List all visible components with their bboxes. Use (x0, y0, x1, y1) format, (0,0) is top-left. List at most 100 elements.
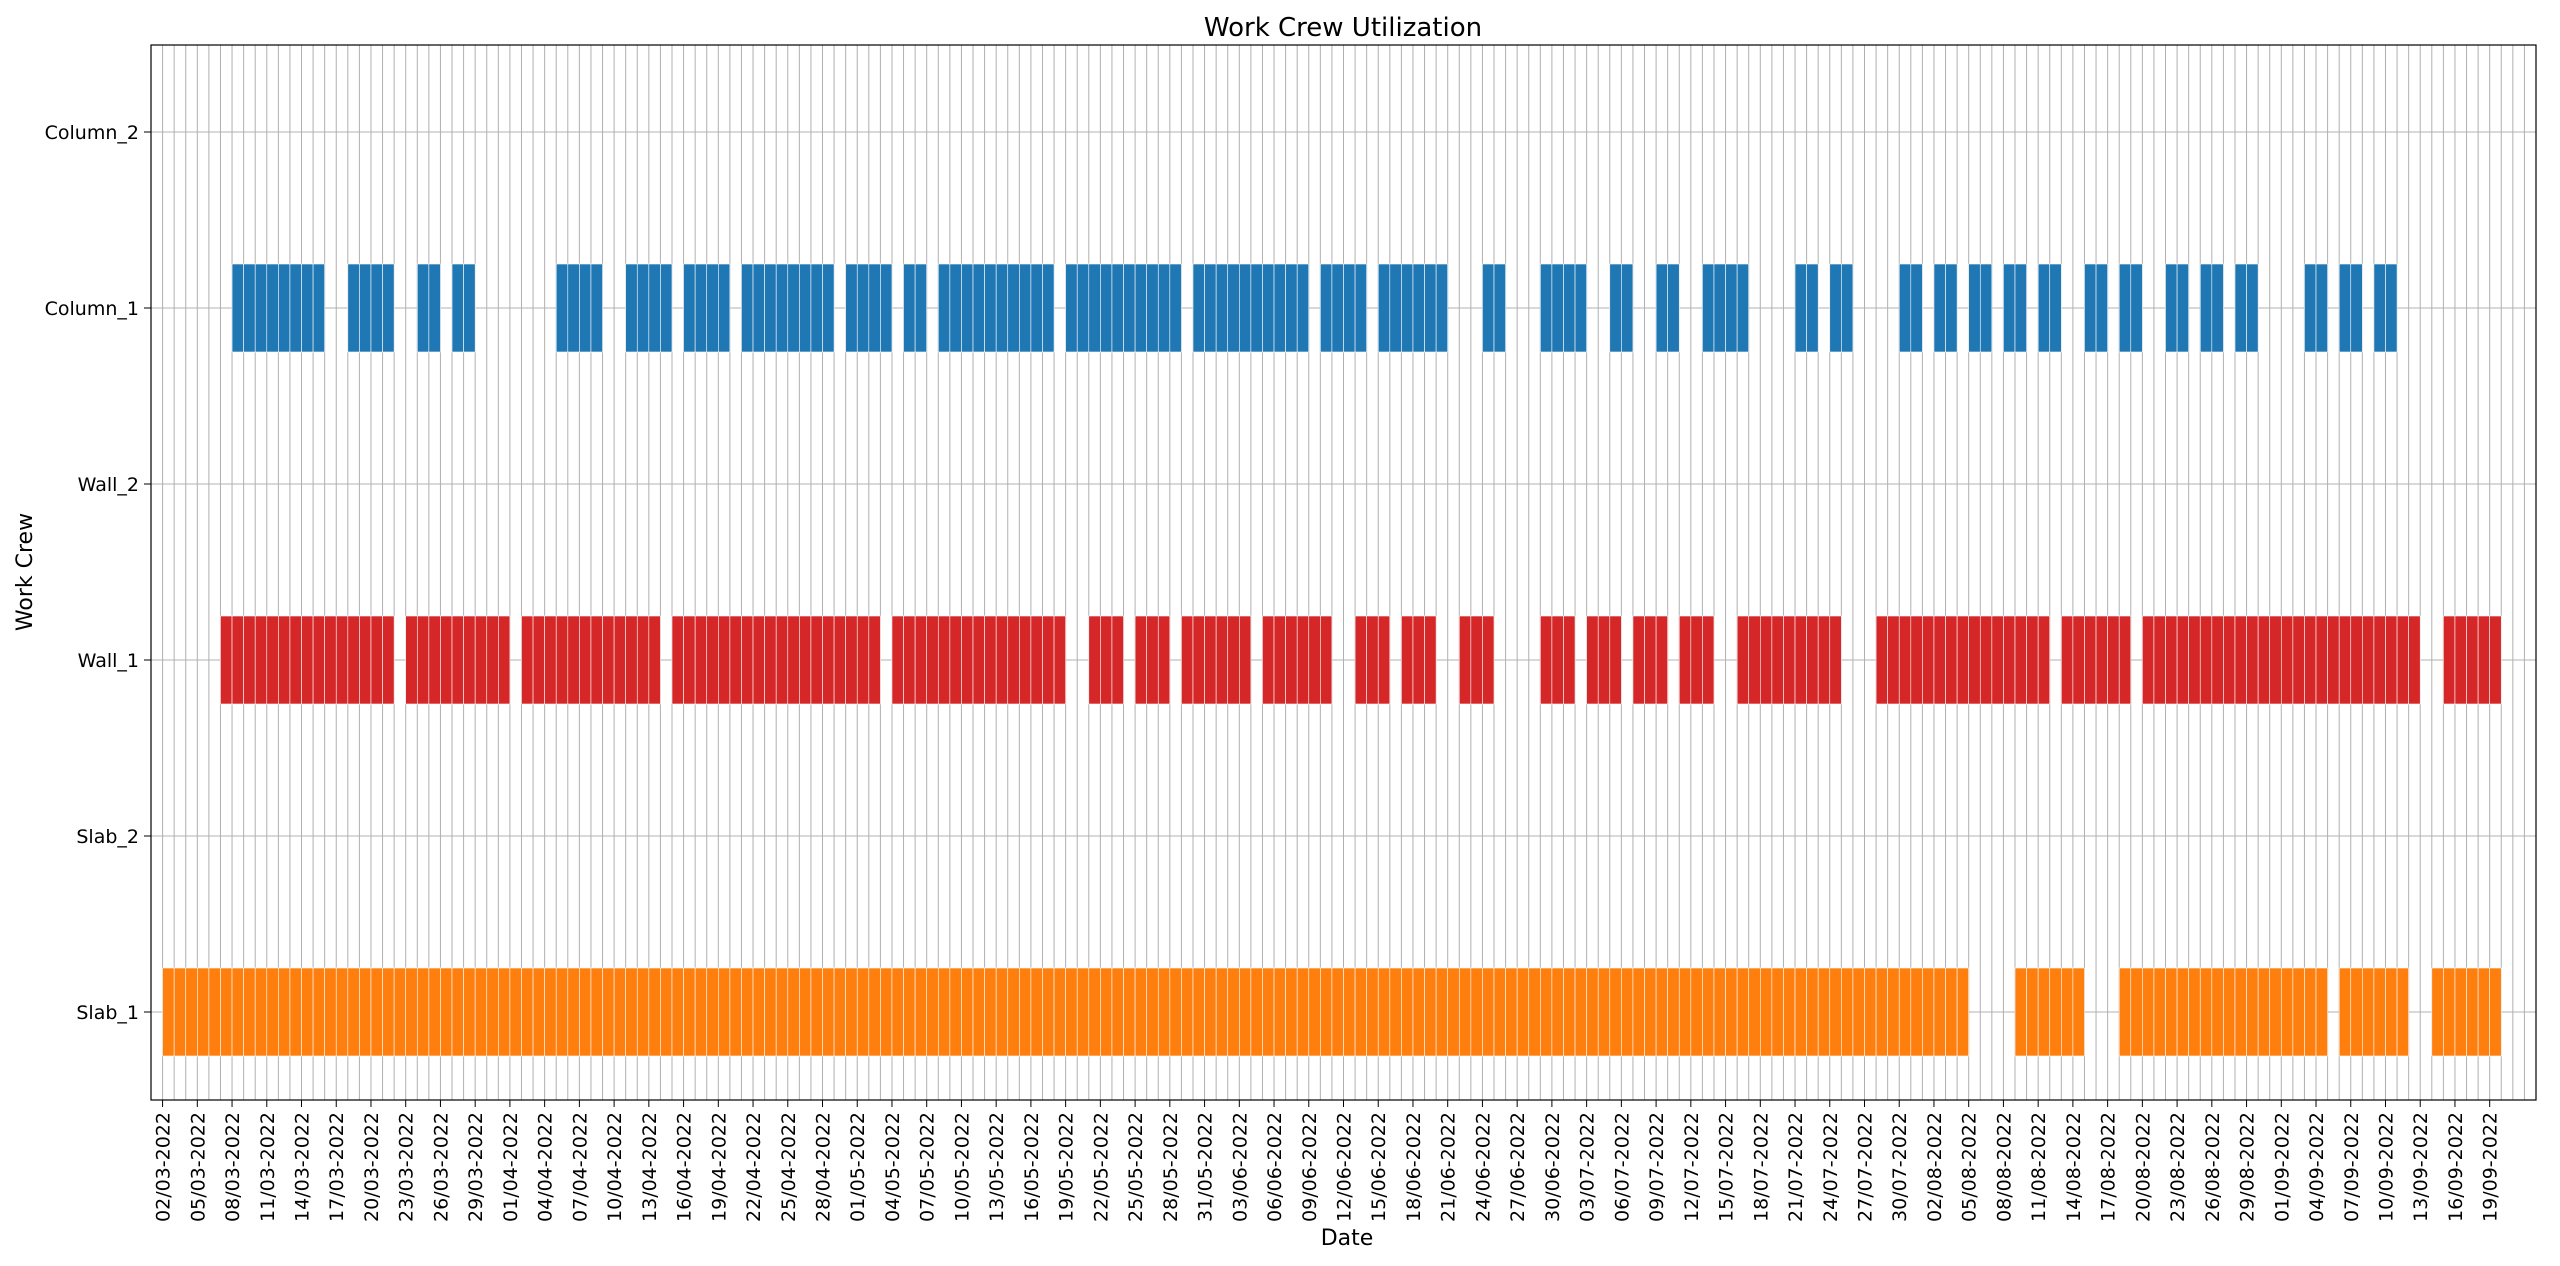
bar-wall-1 (451, 615, 464, 705)
x-tick-label: 18/06-2022 (1403, 1112, 1425, 1222)
bar-column-1 (2315, 263, 2328, 353)
x-tick-label: 10/09-2022 (2375, 1112, 2397, 1222)
bar-column-1 (1204, 263, 1217, 353)
bar-wall-1 (613, 615, 626, 705)
bar-slab-1 (1794, 967, 1807, 1057)
bar-slab-1 (1065, 967, 1078, 1057)
bar-wall-1 (1458, 615, 1472, 705)
x-tick-label: 04/09-2022 (2306, 1112, 2328, 1222)
x-tick-label: 16/09-2022 (2445, 1112, 2467, 1222)
x-tick-label: 07/09-2022 (2341, 1112, 2363, 1222)
bar-wall-1 (1586, 615, 1599, 705)
bar-slab-1 (1748, 967, 1761, 1057)
bar-column-1 (1482, 263, 1495, 353)
bar-slab-1 (1574, 967, 1587, 1057)
bar-wall-1 (474, 615, 488, 705)
bar-column-1 (961, 263, 974, 353)
bar-slab-1 (2466, 967, 2479, 1057)
bar-slab-1 (2373, 967, 2386, 1057)
bar-wall-1 (359, 615, 372, 705)
bar-wall-1 (544, 615, 557, 705)
bar-wall-1 (382, 615, 395, 705)
bar-column-1 (1968, 263, 1981, 353)
y-tick-label: Slab_2 (76, 826, 139, 848)
bar-slab-1 (729, 967, 742, 1057)
bar-wall-1 (335, 615, 349, 705)
bar-column-1 (1702, 263, 1715, 353)
bar-wall-1 (1748, 615, 1761, 705)
bar-slab-1 (1354, 967, 1367, 1057)
bar-slab-1 (2211, 967, 2224, 1057)
bar-wall-1 (2477, 615, 2490, 705)
bar-slab-1 (2176, 967, 2189, 1057)
x-tick-label: 12/07-2022 (1681, 1112, 1703, 1222)
bar-wall-1 (706, 615, 719, 705)
bar-slab-1 (301, 967, 314, 1057)
x-tick-label: 10/05-2022 (951, 1112, 973, 1222)
bar-slab-1 (1366, 967, 1379, 1057)
bar-slab-1 (1192, 967, 1205, 1057)
x-tick-label: 15/07-2022 (1716, 1112, 1738, 1222)
bar-column-1 (2095, 263, 2108, 353)
bar-slab-1 (1887, 967, 1900, 1057)
bar-wall-1 (995, 615, 1009, 705)
bar-wall-1 (845, 615, 858, 705)
bar-column-1 (1667, 263, 1680, 353)
bar-slab-1 (2234, 967, 2247, 1057)
x-tick-label: 24/07-2022 (1820, 1112, 1842, 1222)
x-tick-label: 23/08-2022 (2167, 1112, 2189, 1222)
bar-wall-1 (1227, 615, 1240, 705)
bar-wall-1 (590, 615, 603, 705)
bar-slab-1 (173, 967, 187, 1057)
bar-wall-1 (1192, 615, 1205, 705)
bar-slab-1 (1320, 967, 1333, 1057)
bar-wall-1 (1956, 615, 1969, 705)
bar-slab-1 (1053, 967, 1066, 1057)
bar-wall-1 (1551, 615, 1564, 705)
bar-slab-1 (1933, 967, 1946, 1057)
bar-wall-1 (2107, 615, 2120, 705)
bar-slab-1 (1817, 967, 1831, 1057)
bar-wall-1 (2026, 615, 2039, 705)
bar-slab-1 (903, 967, 916, 1057)
bar-slab-1 (856, 967, 870, 1057)
bar-wall-1 (1632, 615, 1645, 705)
x-tick-label: 26/03-2022 (430, 1112, 452, 1222)
bar-slab-1 (266, 967, 279, 1057)
bar-slab-1 (810, 967, 823, 1057)
bar-column-1 (1563, 263, 1576, 353)
bar-slab-1 (1470, 967, 1483, 1057)
bar-wall-1 (2408, 615, 2421, 705)
bar-slab-1 (220, 967, 233, 1057)
bar-slab-1 (1864, 967, 1877, 1057)
y-tick-label: Slab_1 (76, 1002, 139, 1024)
bar-column-1 (2003, 263, 2016, 353)
bar-slab-1 (2246, 967, 2259, 1057)
bar-slab-1 (2026, 967, 2039, 1057)
bar-slab-1 (1841, 967, 1854, 1057)
bar-wall-1 (1933, 615, 1946, 705)
bar-column-1 (625, 263, 638, 353)
y-tick-label: Wall_1 (78, 650, 139, 672)
bar-wall-1 (1157, 615, 1171, 705)
bar-slab-1 (521, 967, 534, 1057)
bar-slab-1 (289, 967, 302, 1057)
bar-slab-1 (1678, 967, 1692, 1057)
x-tick-label: 08/03-2022 (222, 1112, 244, 1222)
bar-slab-1 (370, 967, 383, 1057)
bar-wall-1 (926, 615, 939, 705)
bar-wall-1 (2199, 615, 2213, 705)
bar-wall-1 (2095, 615, 2108, 705)
bar-wall-1 (799, 615, 812, 705)
bar-slab-1 (1505, 967, 1518, 1057)
bar-slab-1 (2118, 967, 2132, 1057)
x-tick-label: 20/03-2022 (361, 1112, 383, 1222)
bar-wall-1 (2362, 615, 2375, 705)
bar-slab-1 (1516, 967, 1530, 1057)
bar-slab-1 (1725, 967, 1738, 1057)
bar-slab-1 (1412, 967, 1425, 1057)
bar-column-1 (1540, 263, 1553, 353)
bar-wall-1 (694, 615, 708, 705)
x-tick-label: 22/05-2022 (1090, 1112, 1112, 1222)
bar-slab-1 (1239, 967, 1252, 1057)
